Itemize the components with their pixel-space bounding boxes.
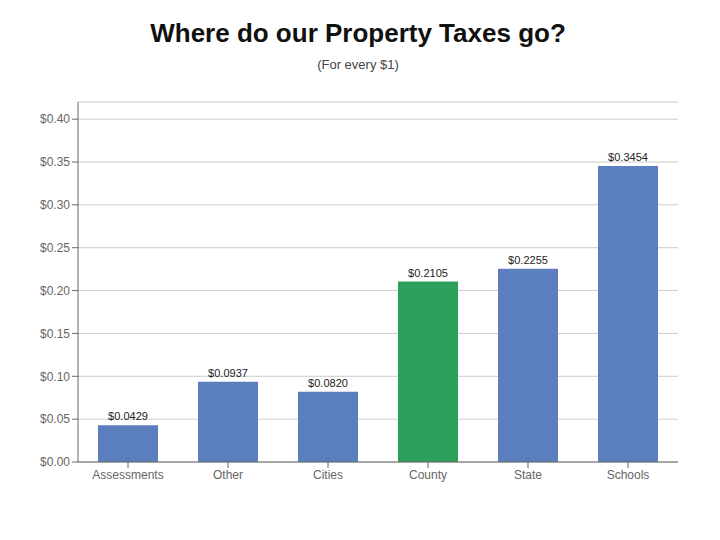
svg-text:$0.30: $0.30 (40, 198, 70, 212)
svg-text:$0.35: $0.35 (40, 155, 70, 169)
svg-text:Assessments: Assessments (92, 468, 163, 482)
svg-text:$0.40: $0.40 (40, 112, 70, 126)
html-text:(For every $1): (For every $1) (317, 57, 399, 72)
svg-text:Other: Other (213, 468, 243, 482)
svg-text:State: State (514, 468, 542, 482)
svg-text:$0.0820: $0.0820 (308, 377, 348, 389)
svg-text:$0.2105: $0.2105 (408, 267, 448, 279)
svg-text:$0.2255: $0.2255 (508, 254, 548, 266)
svg-text:$0.10: $0.10 (40, 370, 70, 384)
svg-text:$0.25: $0.25 (40, 241, 70, 255)
svg-text:$0.0429: $0.0429 (108, 410, 148, 422)
svg-text:$0.15: $0.15 (40, 327, 70, 341)
svg-text:Schools: Schools (607, 468, 650, 482)
svg-text:$0.3454: $0.3454 (608, 151, 648, 163)
svg-text:$0.00: $0.00 (40, 455, 70, 469)
svg-text:$0.20: $0.20 (40, 284, 70, 298)
svg-text:$0.05: $0.05 (40, 412, 70, 426)
html-text:Where do our Property Taxes go: Where do our Property Taxes go? (150, 18, 566, 48)
svg-text:Cities: Cities (313, 468, 343, 482)
svg-text:$0.0937: $0.0937 (208, 367, 248, 379)
svg-text:County: County (409, 468, 447, 482)
